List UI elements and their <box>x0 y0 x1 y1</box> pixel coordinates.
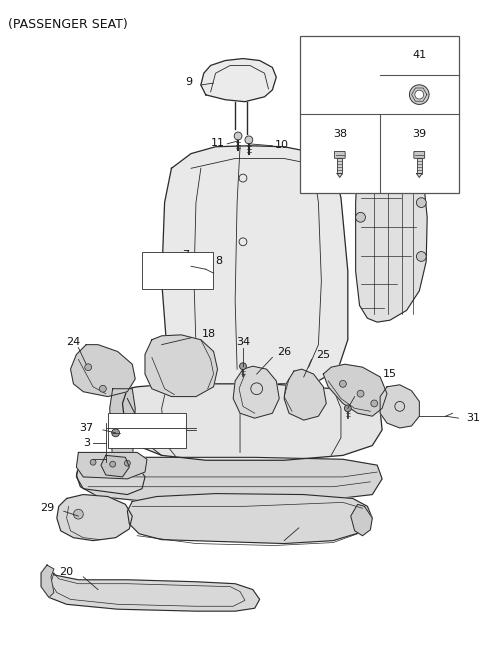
Text: 30: 30 <box>309 519 323 529</box>
Polygon shape <box>417 173 422 177</box>
Text: 18: 18 <box>202 329 216 339</box>
Circle shape <box>344 405 351 412</box>
Polygon shape <box>380 385 420 428</box>
Text: 7: 7 <box>182 250 189 260</box>
Polygon shape <box>71 344 135 397</box>
Circle shape <box>416 197 426 207</box>
Text: 10: 10 <box>275 140 289 150</box>
Text: 9: 9 <box>186 77 192 87</box>
Bar <box>337 158 342 173</box>
Circle shape <box>415 91 424 99</box>
FancyBboxPatch shape <box>335 152 345 158</box>
Polygon shape <box>57 495 132 541</box>
Circle shape <box>371 400 378 407</box>
Circle shape <box>356 213 365 222</box>
Text: 38: 38 <box>333 129 347 139</box>
Polygon shape <box>76 465 145 495</box>
Circle shape <box>356 173 365 183</box>
Circle shape <box>416 252 426 261</box>
Text: 15: 15 <box>383 369 397 379</box>
Circle shape <box>112 429 120 437</box>
Text: 36: 36 <box>76 455 90 464</box>
Circle shape <box>245 136 253 144</box>
Text: 39: 39 <box>412 129 426 139</box>
Text: 25: 25 <box>316 350 331 360</box>
Polygon shape <box>162 146 348 384</box>
Bar <box>142 252 213 289</box>
Polygon shape <box>356 149 427 322</box>
Text: 24: 24 <box>66 337 81 347</box>
Text: 31: 31 <box>467 413 480 423</box>
Circle shape <box>409 85 429 104</box>
Circle shape <box>234 132 242 140</box>
Circle shape <box>73 509 83 519</box>
Text: 41: 41 <box>412 51 426 60</box>
Bar <box>300 35 459 193</box>
Polygon shape <box>127 493 372 544</box>
Text: 8: 8 <box>178 261 185 272</box>
Text: 8: 8 <box>216 256 223 266</box>
Circle shape <box>240 363 246 369</box>
Polygon shape <box>110 389 135 462</box>
FancyBboxPatch shape <box>414 152 425 158</box>
Polygon shape <box>233 366 279 418</box>
Polygon shape <box>337 173 342 177</box>
Polygon shape <box>122 384 382 461</box>
Text: 20: 20 <box>60 567 73 577</box>
Polygon shape <box>76 457 382 501</box>
Text: 29: 29 <box>40 503 54 513</box>
Text: 26: 26 <box>277 348 291 358</box>
Circle shape <box>85 364 92 371</box>
Circle shape <box>124 461 130 466</box>
Circle shape <box>99 385 106 392</box>
Circle shape <box>90 459 96 465</box>
Bar <box>417 158 422 173</box>
Text: 12: 12 <box>428 147 442 157</box>
Polygon shape <box>145 335 217 397</box>
Polygon shape <box>201 58 276 102</box>
Text: (PASSENGER SEAT): (PASSENGER SEAT) <box>8 18 128 31</box>
Polygon shape <box>41 565 260 611</box>
Circle shape <box>339 380 347 387</box>
Bar <box>108 413 186 447</box>
Polygon shape <box>351 504 372 536</box>
Polygon shape <box>76 453 147 479</box>
Text: 34: 34 <box>360 386 374 397</box>
Polygon shape <box>284 369 326 420</box>
Text: 34: 34 <box>236 337 250 347</box>
Circle shape <box>357 390 364 397</box>
Text: 4: 4 <box>206 423 213 433</box>
Text: 11: 11 <box>211 138 225 148</box>
Circle shape <box>110 461 116 467</box>
Text: 3: 3 <box>83 438 90 447</box>
Polygon shape <box>41 565 54 598</box>
Polygon shape <box>324 364 387 416</box>
Polygon shape <box>101 455 129 477</box>
Text: 37: 37 <box>79 423 93 433</box>
Text: 4: 4 <box>113 418 120 428</box>
